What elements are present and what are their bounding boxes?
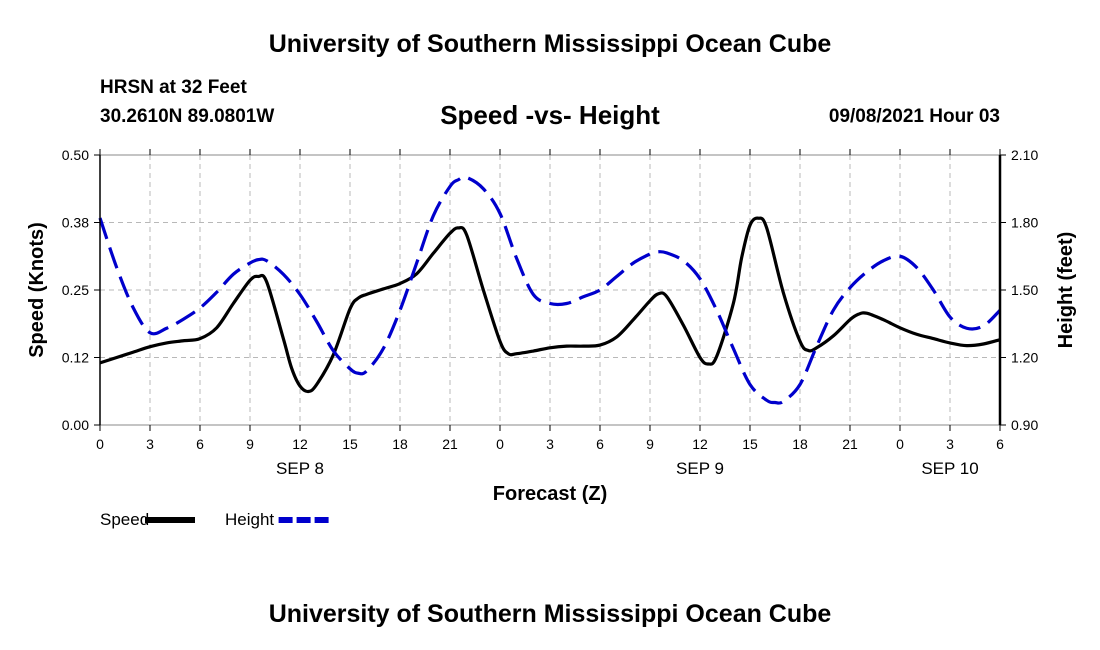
x-tick-label: 6 xyxy=(596,436,604,452)
x-tick-label: 9 xyxy=(246,436,254,452)
coordinates-label: 30.2610N 89.0801W xyxy=(100,106,275,127)
x-tick-label: 15 xyxy=(742,436,758,452)
y-axis-right-label: Height (feet) xyxy=(1055,232,1077,349)
x-tick-label: 6 xyxy=(196,436,204,452)
chart-subtitle: Speed -vs- Height xyxy=(440,100,660,130)
day-label: SEP 10 xyxy=(921,459,978,478)
axis-ticks: 0 3 6 9 12 15 18 21 0 3 6 9 12 15 18 21 0 3 6 0.00 0.12 0.25 0… xyxy=(62,147,1039,478)
day-label: SEP 9 xyxy=(676,459,724,478)
legend-label-speed: Speed xyxy=(100,510,149,529)
chart-bottom-title: University of Southern Mississippi Ocean… xyxy=(268,600,832,628)
y-left-tick-label: 0.00 xyxy=(62,417,89,433)
day-label: SEP 8 xyxy=(276,459,324,478)
y-left-tick-label: 0.38 xyxy=(62,215,89,231)
x-tick-label: 21 xyxy=(442,436,458,452)
speed-series-line xyxy=(99,216,1001,394)
y-right-tick-label: 1.80 xyxy=(1011,215,1038,231)
x-tick-label: 15 xyxy=(342,436,358,452)
x-tick-label: 18 xyxy=(792,436,808,452)
y-axis-left-label: Speed (Knots) xyxy=(26,222,48,358)
x-tick-label: 21 xyxy=(842,436,858,452)
x-tick-label: 9 xyxy=(646,436,654,452)
series-layer xyxy=(98,175,1002,405)
chart-top-title: University of Southern Mississippi Ocean… xyxy=(268,30,832,58)
datetime-label: 09/08/2021 Hour 03 xyxy=(828,106,1000,127)
y-right-tick-label: 2.10 xyxy=(1011,147,1038,163)
x-tick-label: 6 xyxy=(996,436,1004,452)
x-tick-label: 12 xyxy=(692,436,708,452)
y-right-tick-label: 0.90 xyxy=(1011,417,1038,433)
x-tick-label: 3 xyxy=(946,436,954,452)
x-tick-label: 0 xyxy=(96,436,104,452)
grid-lines xyxy=(100,155,1000,425)
legend: Speed Height xyxy=(100,510,329,529)
x-axis-label: Forecast (Z) xyxy=(493,483,607,505)
height-series-line xyxy=(98,175,1002,405)
y-right-tick-label: 1.20 xyxy=(1011,350,1038,366)
x-tick-label: 3 xyxy=(146,436,154,452)
x-tick-label: 3 xyxy=(546,436,554,452)
y-left-tick-label: 0.25 xyxy=(62,282,89,298)
station-label: HRSN at 32 Feet xyxy=(100,77,247,98)
x-tick-label: 12 xyxy=(292,436,308,452)
y-right-tick-label: 1.50 xyxy=(1011,282,1038,298)
x-tick-label: 0 xyxy=(496,436,504,452)
x-tick-label: 18 xyxy=(392,436,408,452)
y-left-tick-label: 0.12 xyxy=(62,350,89,366)
legend-label-height: Height xyxy=(225,510,274,529)
y-left-tick-label: 0.50 xyxy=(62,147,89,163)
x-tick-label: 0 xyxy=(896,436,904,452)
